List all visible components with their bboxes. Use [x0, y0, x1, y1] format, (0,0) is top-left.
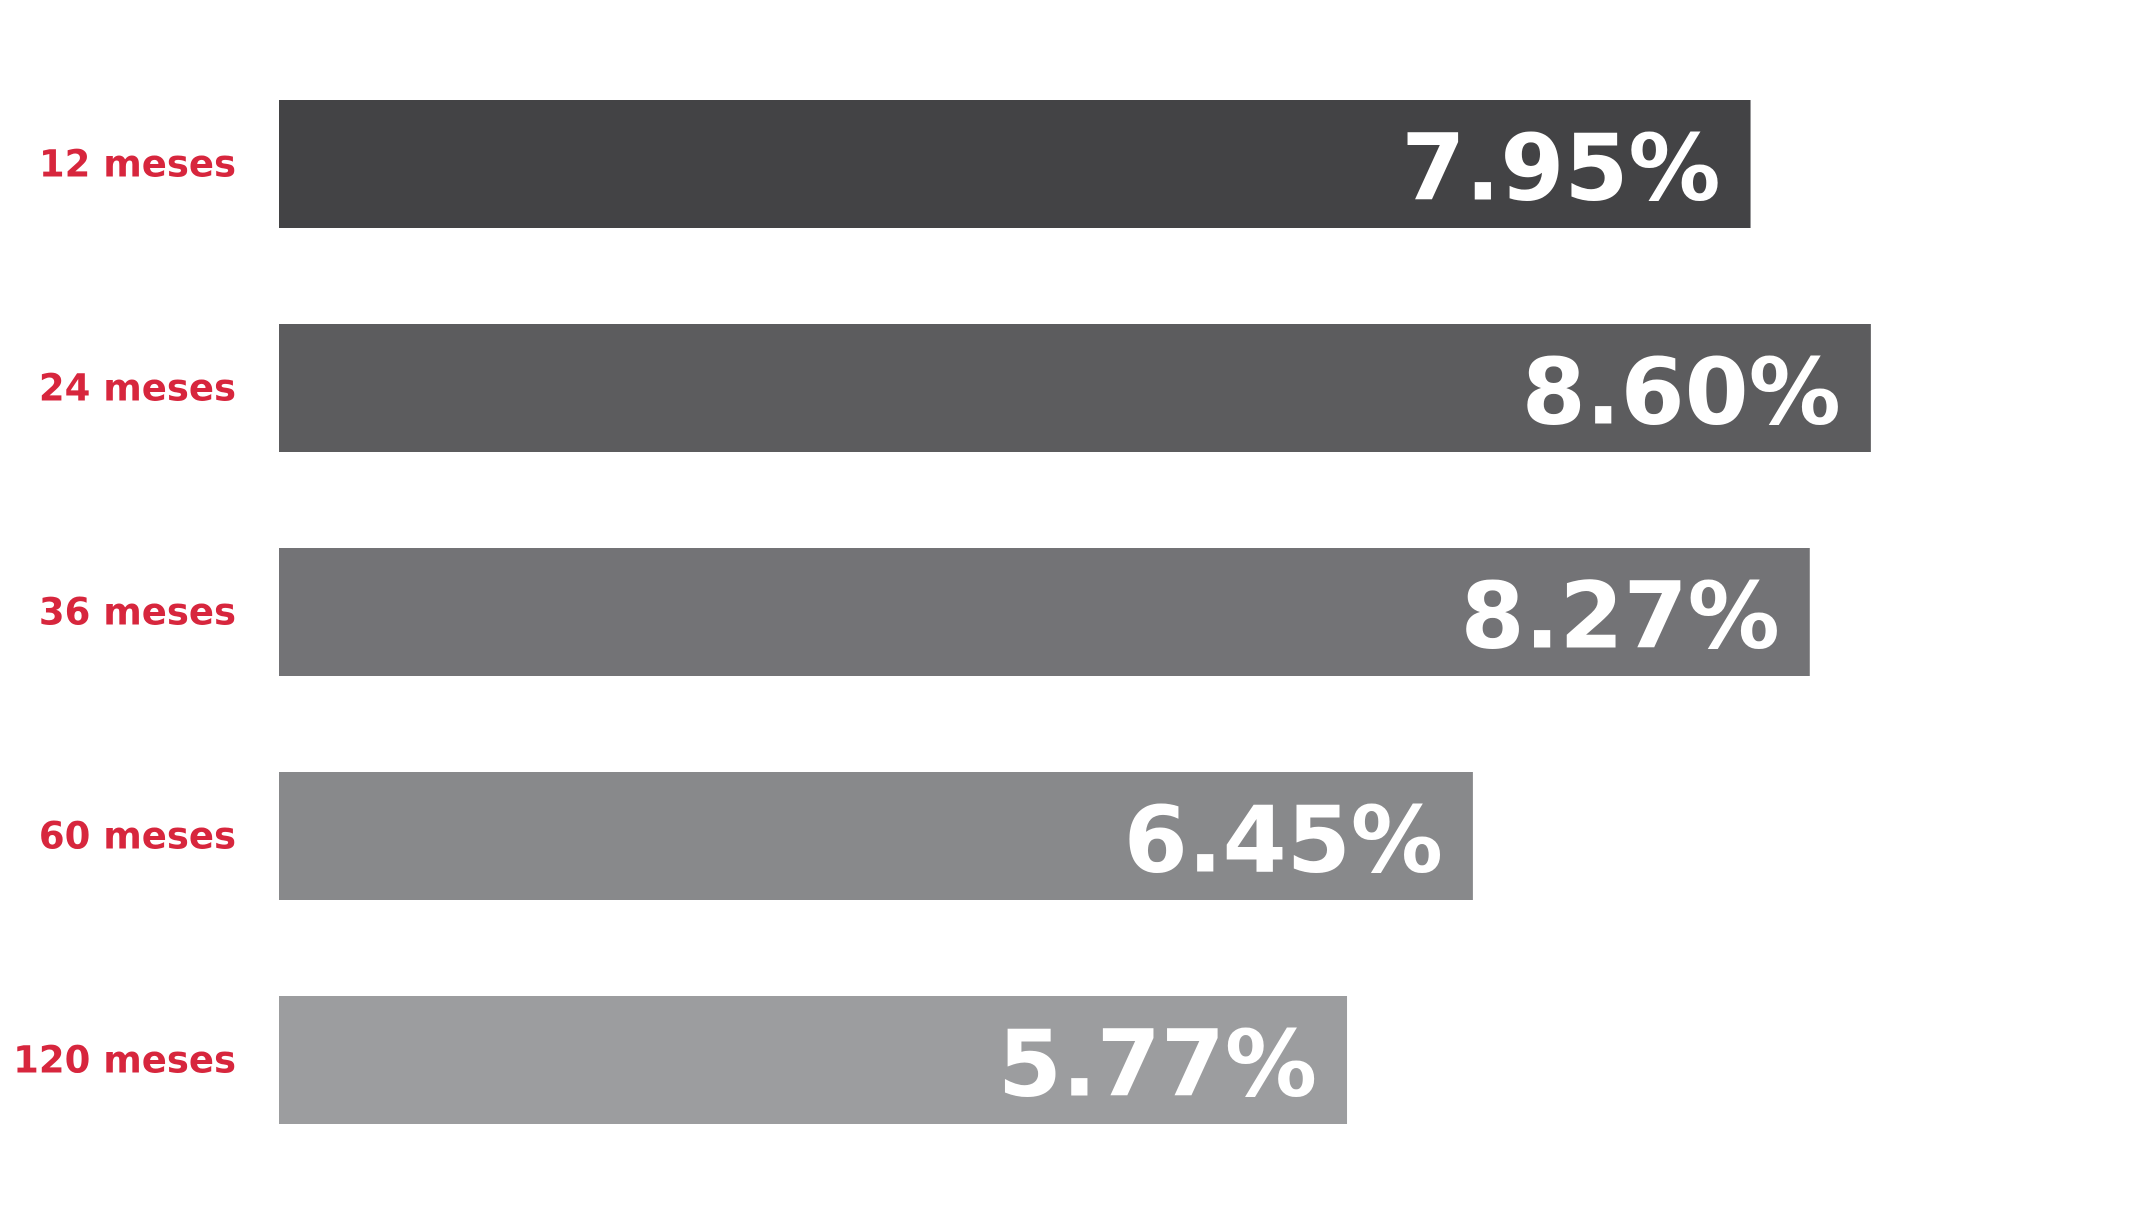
bar	[279, 324, 1871, 452]
bar	[279, 996, 1348, 1124]
value-label: 6.45%	[1124, 787, 1443, 894]
category-label: 120 meses	[13, 1039, 236, 1082]
bar	[279, 100, 1751, 228]
category-label: 60 meses	[39, 815, 236, 858]
category-label: 12 meses	[39, 143, 236, 186]
value-label: 5.77%	[998, 1011, 1317, 1118]
category-label: 24 meses	[39, 367, 236, 410]
value-label: 8.27%	[1461, 563, 1780, 670]
bar	[279, 548, 1810, 676]
bar	[279, 772, 1473, 900]
value-label: 7.95%	[1401, 115, 1720, 222]
category-label: 36 meses	[39, 591, 236, 634]
value-label: 8.60%	[1522, 339, 1841, 446]
